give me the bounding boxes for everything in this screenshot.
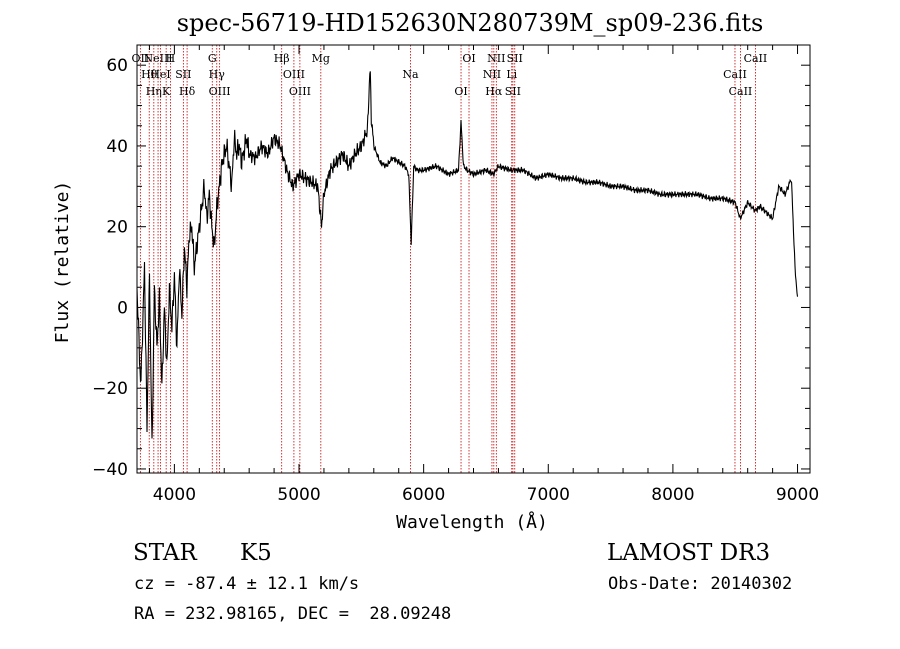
line-marker-label: Hθ bbox=[141, 68, 158, 81]
y-tick-label: −20 bbox=[92, 379, 128, 399]
coordinates-text: RA = 232.98165, DEC = 28.09248 bbox=[134, 604, 452, 624]
spectrum-line bbox=[136, 71, 799, 439]
object-class: STAR bbox=[133, 540, 197, 566]
y-tick-label: 40 bbox=[106, 137, 128, 157]
object-subclass: K5 bbox=[240, 540, 272, 566]
x-tick-label: 7000 bbox=[527, 485, 570, 505]
line-marker-label: CaII bbox=[729, 85, 753, 98]
x-axis: 4000 5000 6000 7000 8000 9000 bbox=[148, 45, 819, 505]
line-marker-label: NeIII bbox=[143, 52, 172, 65]
line-marker-label: Mg bbox=[312, 52, 330, 65]
redshift-text: cz = -87.4 ± 12.1 km/s bbox=[134, 574, 360, 594]
line-marker-label: SII bbox=[175, 68, 191, 81]
survey-label: LAMOST DR3 bbox=[607, 540, 771, 566]
line-markers bbox=[139, 45, 756, 473]
x-axis-label: Wavelength (Å) bbox=[396, 511, 548, 533]
y-tick-label: −40 bbox=[92, 460, 128, 480]
y-axis: −40 −20 0 20 40 60 bbox=[92, 56, 810, 480]
line-marker-label: Li bbox=[506, 68, 517, 81]
line-marker-label: Hη bbox=[146, 85, 162, 98]
x-tick-label: 4000 bbox=[153, 485, 196, 505]
x-tick-label: 6000 bbox=[402, 485, 445, 505]
line-marker-label: Hγ bbox=[209, 68, 226, 81]
y-axis-label: Flux (relative) bbox=[52, 181, 73, 344]
line-marker-label: SII bbox=[505, 85, 521, 98]
line-marker-label: OIII bbox=[289, 85, 311, 98]
line-marker-label: OI bbox=[454, 85, 467, 98]
plot-frame bbox=[136, 44, 811, 474]
obs-date-text: Obs-Date: 20140302 bbox=[608, 574, 793, 594]
x-tick-label: 8000 bbox=[651, 485, 694, 505]
line-marker-label: OI bbox=[462, 52, 475, 65]
x-tick-label: 5000 bbox=[277, 485, 320, 505]
line-marker-label: Hα bbox=[485, 85, 503, 98]
x-tick-label: 9000 bbox=[776, 485, 819, 505]
line-marker-label: Hβ bbox=[274, 52, 290, 65]
y-tick-label: 20 bbox=[106, 218, 128, 238]
line-marker-label: CaII bbox=[744, 52, 768, 65]
y-tick-label: 0 bbox=[117, 298, 128, 318]
line-marker-label: OIII bbox=[283, 68, 305, 81]
line-marker-labels: OII Hθ Hη NeIII HeI K H SII Hδ G Hγ OIII Hβ OIII OIII M… bbox=[132, 52, 768, 98]
line-marker-label: OII bbox=[132, 52, 150, 65]
line-marker-label: SII bbox=[507, 52, 523, 65]
line-marker-label: NII bbox=[483, 68, 501, 81]
line-marker-label: G bbox=[208, 52, 217, 65]
line-marker-label: NII bbox=[487, 52, 505, 65]
line-marker-label: K bbox=[162, 85, 171, 98]
line-marker-label: Hδ bbox=[179, 85, 196, 98]
line-marker-label: H bbox=[166, 52, 176, 65]
line-marker-label: Na bbox=[402, 68, 419, 81]
chart-title: spec-56719-HD152630N280739M_sp09-236.fit… bbox=[177, 9, 764, 37]
y-tick-label: 60 bbox=[106, 56, 128, 76]
line-marker-label: CaII bbox=[723, 68, 747, 81]
line-marker-label: OIII bbox=[209, 85, 231, 98]
line-marker-label: HeI bbox=[150, 68, 170, 81]
